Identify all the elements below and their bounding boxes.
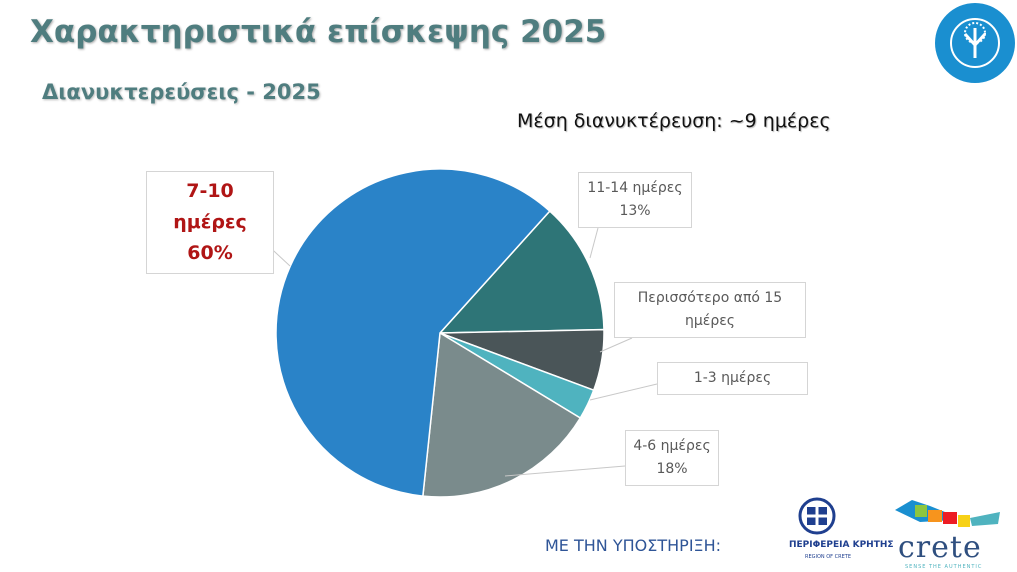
- leader-line: [504, 465, 626, 477]
- pie-slice: [438, 210, 605, 334]
- category-label: 11-14 ημέρες: [587, 180, 683, 196]
- value-label: 13%: [619, 203, 651, 219]
- pie-slice: [422, 331, 582, 498]
- leader-line: [589, 383, 658, 401]
- category-label: 7-10 ημέρες: [173, 180, 247, 233]
- callout: 7-10 ημέρες 60%: [146, 171, 274, 274]
- support-text: ΜΕ ΤΗΝ ΥΠΟΣΤΗΡΙΞΗ:: [545, 536, 722, 555]
- value-label: 18%: [656, 461, 688, 477]
- leader-line: [599, 337, 633, 353]
- category-label: 4-6 ημέρες: [633, 438, 711, 454]
- brand: crete: [898, 530, 982, 565]
- tagline: SENSE THE AUTHENTIC: [905, 564, 983, 570]
- callout: Περισσότερο από 15 ημέρες: [614, 282, 806, 338]
- title: Χαρακτηριστικά επίσκεψης 2025: [30, 14, 607, 50]
- region-name-en: REGION OF CRETE: [805, 554, 851, 560]
- region-emblem: [798, 497, 836, 535]
- category-label: 1-3 ημέρες: [693, 370, 772, 386]
- pie-slice: [275, 168, 551, 497]
- annotation: Μέση διανυκτέρευση: ~9 ημέρες: [517, 110, 831, 132]
- crete-logo: [895, 500, 1000, 527]
- callout: 1-3 ημέρες: [657, 362, 808, 395]
- top-logo: [935, 3, 1015, 83]
- subtitle: Διανυκτερεύσεις - 2025: [42, 80, 321, 104]
- value-label: 60%: [187, 242, 233, 264]
- region-name: ΠΕΡΙΦΕΡΕΙΑ ΚΡΗΤΗΣ: [789, 540, 894, 550]
- callout: 11-14 ημέρες 13%: [578, 172, 692, 228]
- leader-line: [589, 227, 599, 259]
- category-label: Περισσότερο από 15 ημέρες: [637, 290, 783, 329]
- callout: 4-6 ημέρες 18%: [625, 430, 719, 486]
